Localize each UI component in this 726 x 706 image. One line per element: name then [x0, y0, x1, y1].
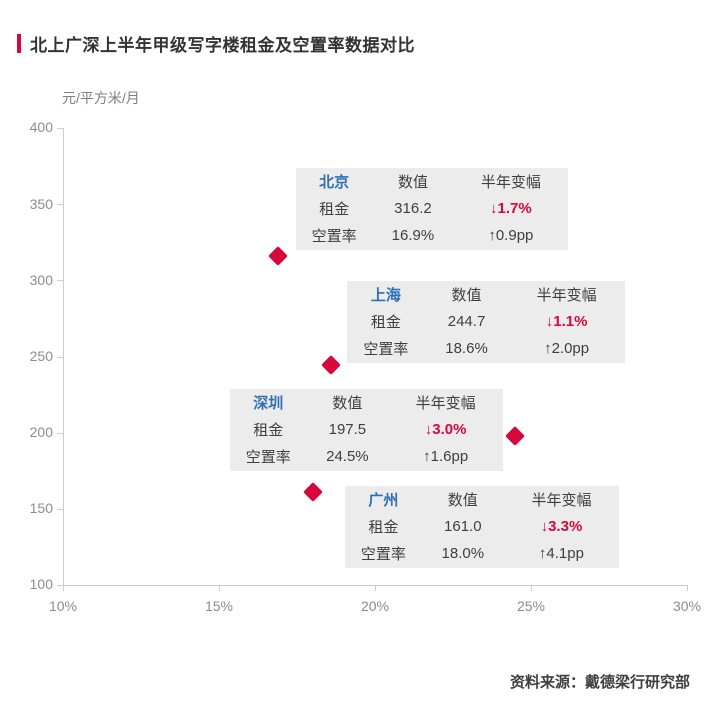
y-axis-tick: [57, 204, 63, 205]
row-label-vacancy: 空置率: [311, 228, 357, 245]
vacancy-change: ↑0.9pp: [488, 227, 534, 244]
row-label-vacancy: 空置率: [363, 341, 409, 358]
x-axis-tick: [63, 585, 64, 591]
x-tick-label: 20%: [360, 598, 390, 614]
vacancy-change: ↑1.6pp: [423, 448, 469, 465]
x-tick-label: 10%: [48, 598, 78, 614]
x-axis-tick: [531, 585, 532, 591]
col-header-change: 半年变幅: [415, 395, 476, 412]
y-tick-label: 100: [29, 576, 53, 592]
col-header-value: 数值: [451, 287, 482, 304]
rent-change: ↓1.1%: [545, 313, 588, 330]
rent-change: ↓3.3%: [540, 518, 583, 535]
row-label-vacancy: 空置率: [360, 546, 406, 563]
rent-value: 316.2: [394, 200, 432, 217]
col-header-change: 半年变幅: [480, 174, 541, 191]
x-axis-tick: [687, 585, 688, 591]
vacancy-change: ↑4.1pp: [538, 545, 584, 562]
rent-value: 161.0: [444, 518, 482, 535]
x-tick-label: 30%: [672, 598, 702, 614]
col-header-value: 数值: [397, 174, 428, 191]
y-tick-label: 300: [29, 272, 53, 288]
row-label-rent: 租金: [319, 201, 350, 218]
info-box-guangzhou: 广州 数值 半年变幅 租金 161.0 ↓3.3% 空置率 18.0% ↑4.1…: [345, 486, 619, 568]
col-header-change: 半年变幅: [531, 492, 592, 509]
vacancy-value: 24.5%: [326, 448, 369, 465]
vacancy-value: 18.0%: [441, 545, 485, 562]
rent-change: ↓1.7%: [490, 200, 532, 217]
row-label-rent: 租金: [370, 314, 401, 331]
info-box-shanghai: 上海 数值 半年变幅 租金 244.7 ↓1.1% 空置率 18.6% ↑2.0…: [347, 281, 625, 363]
y-tick-label: 150: [29, 500, 53, 516]
vacancy-change: ↑2.0pp: [544, 340, 590, 357]
city-name: 深圳: [253, 395, 284, 412]
y-axis-unit-label: 元/平方米/月: [62, 90, 140, 106]
vacancy-value: 18.6%: [445, 340, 488, 357]
y-axis-tick: [57, 357, 63, 358]
row-label-rent: 租金: [253, 422, 284, 439]
row-label-vacancy: 空置率: [245, 449, 291, 466]
info-box-beijing: 北京 数值 半年变幅 租金 316.2 ↓1.7% 空置率 16.9% ↑0.9…: [296, 168, 568, 250]
info-box-shenzhen: 深圳 数值 半年变幅 租金 197.5 ↓3.0% 空置率 24.5% ↑1.6…: [230, 389, 503, 471]
y-tick-label: 350: [29, 196, 53, 212]
col-header-change: 半年变幅: [536, 287, 597, 304]
city-name: 上海: [370, 287, 401, 304]
x-tick-label: 15%: [204, 598, 234, 614]
y-axis-tick: [57, 433, 63, 434]
col-header-value: 数值: [447, 492, 478, 509]
rent-value: 197.5: [328, 421, 367, 438]
y-axis-tick: [57, 280, 63, 281]
x-tick-label: 25%: [516, 598, 546, 614]
x-axis-tick: [375, 585, 376, 591]
data-point-guangzhou: [302, 482, 323, 502]
city-name: 广州: [368, 492, 399, 509]
y-axis-tick: [57, 509, 63, 510]
data-point-shanghai: [321, 354, 342, 375]
col-header-value: 数值: [332, 395, 363, 412]
rent-value: 244.7: [447, 313, 486, 330]
data-point-shenzhen: [505, 426, 526, 447]
city-name: 北京: [319, 174, 350, 191]
page-title: 北上广深上半年甲级写字楼租金及空置率数据对比: [17, 31, 415, 56]
x-axis-tick: [219, 585, 220, 591]
y-tick-label: 200: [29, 424, 53, 440]
data-point-beijing: [268, 245, 289, 266]
y-axis-line: [63, 128, 64, 586]
title-accent-bar: [17, 34, 21, 53]
rent-change: ↓3.0%: [424, 421, 467, 438]
vacancy-value: 16.9%: [391, 227, 435, 244]
row-label-rent: 租金: [368, 519, 399, 536]
y-tick-label: 400: [29, 119, 53, 135]
y-axis-tick: [57, 128, 63, 129]
y-tick-label: 250: [29, 348, 53, 364]
source-note: 资料来源：戴德梁行研究部: [509, 674, 690, 691]
page-title-text: 北上广深上半年甲级写字楼租金及空置率数据对比: [30, 36, 415, 55]
y-axis-tick: [57, 585, 63, 586]
